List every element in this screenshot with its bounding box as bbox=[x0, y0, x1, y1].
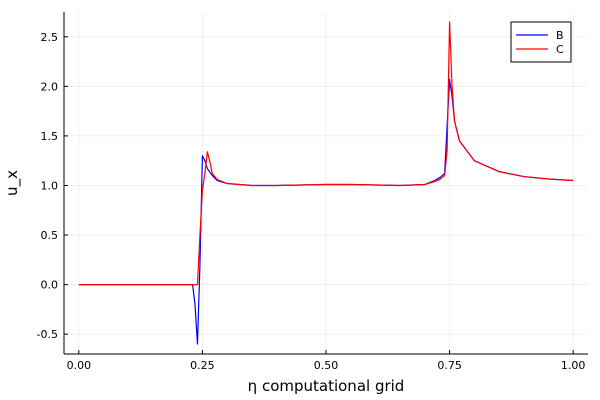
y-tick-label: 2.0 bbox=[41, 80, 59, 93]
x-tick-label: 0.25 bbox=[190, 359, 215, 372]
x-tick-label: 1.00 bbox=[561, 359, 586, 372]
x-tick-label: 0.50 bbox=[314, 359, 339, 372]
y-tick-label: 1.0 bbox=[41, 179, 59, 192]
series-lines bbox=[78, 21, 574, 345]
series-line-c bbox=[78, 21, 574, 286]
x-tick-label: 0.75 bbox=[437, 359, 462, 372]
y-axis-title: u_x bbox=[3, 170, 22, 196]
y-tick-label: 0.0 bbox=[41, 279, 59, 292]
legend: B C bbox=[510, 21, 572, 63]
legend-label-c: C bbox=[556, 43, 564, 56]
y-tick-label: 2.5 bbox=[41, 31, 59, 44]
y-ticks: -0.5 0.0 0.5 1.0 1.5 2.0 2.5 bbox=[37, 31, 68, 341]
x-tick-label: 0.00 bbox=[67, 359, 92, 372]
y-tick-label: 1.5 bbox=[41, 130, 59, 143]
grid bbox=[64, 12, 588, 354]
x-axis-title: η computational grid bbox=[248, 377, 405, 395]
y-tick-label: -0.5 bbox=[37, 328, 58, 341]
y-tick-label: 0.5 bbox=[41, 229, 59, 242]
legend-label-b: B bbox=[556, 29, 564, 42]
x-ticks: 0.00 0.25 0.50 0.75 1.00 bbox=[67, 350, 586, 372]
legend-box bbox=[510, 21, 572, 63]
